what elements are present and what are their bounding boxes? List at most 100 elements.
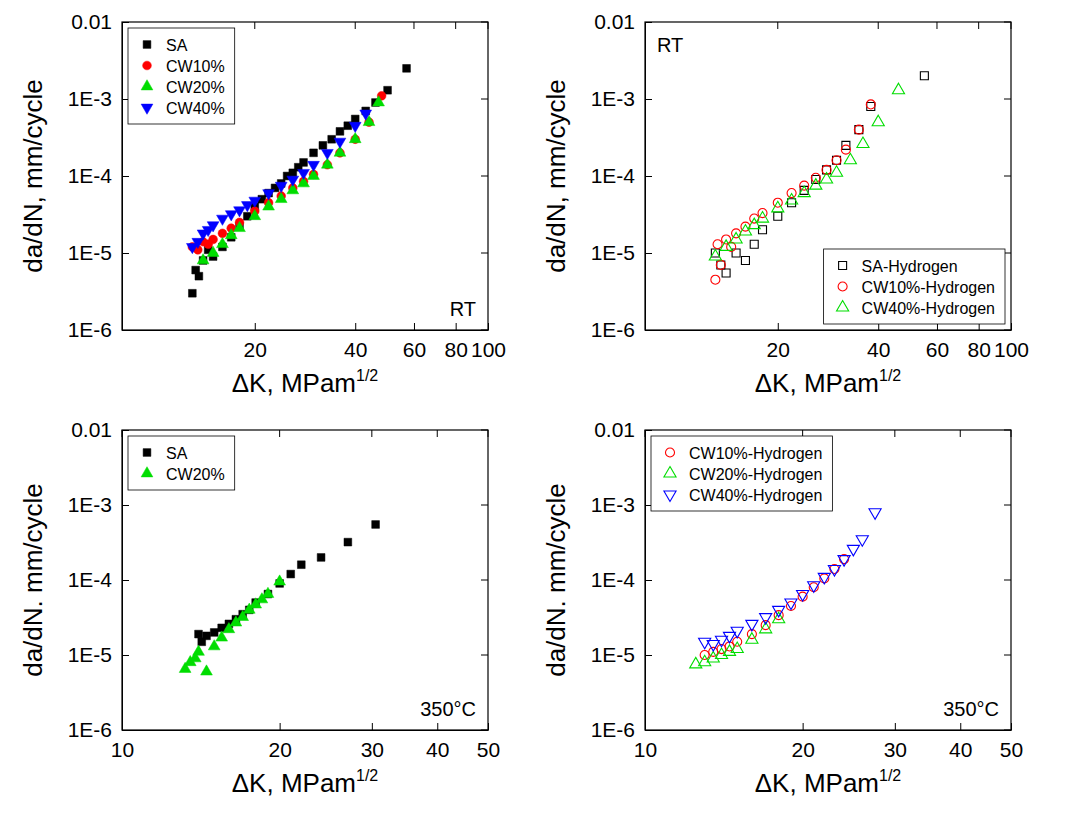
y-axis-title: da/dN. mm/cycle	[18, 483, 48, 677]
y-axis-title: da/dN. mm/cycle	[541, 483, 571, 677]
series	[700, 555, 848, 660]
y-axis: 1E-6 1E-5 1E-4 1E-3 0.01	[68, 10, 129, 341]
point	[715, 648, 727, 659]
y-tick: 1E-4	[591, 164, 652, 187]
point	[217, 215, 229, 225]
point	[741, 256, 749, 264]
legend: SA-HydrogenCW10%-HydrogenCW40%-Hydrogen	[824, 249, 1005, 324]
y-tick-label: 1E-4	[68, 164, 113, 187]
x-tick: 40	[426, 723, 449, 761]
point	[275, 182, 287, 192]
y-tick-label: 1E-3	[68, 87, 112, 110]
y-tick: 1E-3	[68, 87, 129, 110]
x-tick-mark	[255, 323, 256, 330]
y-tick-mark	[645, 655, 652, 656]
y-tick-mark-right	[481, 22, 488, 23]
y-tick-mark-right	[1004, 99, 1011, 100]
x-tick: 100	[471, 323, 506, 361]
point	[262, 587, 274, 597]
x-axis-title-text: ΔK, MPam	[232, 768, 356, 798]
y-tick: 1E-5	[591, 241, 652, 264]
point	[866, 100, 875, 109]
point	[234, 207, 246, 217]
y-tick: 1E-3	[68, 493, 129, 516]
point	[197, 254, 209, 264]
point	[723, 645, 735, 656]
point	[748, 218, 760, 229]
x-axis-title: ΔK, MPam1/2	[232, 767, 379, 798]
mirror-ticks	[778, 22, 1011, 330]
x-tick-mark	[895, 723, 896, 730]
y-tick: 0.01	[594, 418, 652, 441]
point	[372, 521, 380, 529]
point	[830, 166, 842, 177]
y-tick-label: 1E-4	[591, 164, 636, 187]
y-tick-label: 0.01	[71, 10, 112, 33]
y-tick-label: 1E-6	[68, 318, 112, 341]
point	[310, 149, 318, 157]
x-tick-mark	[456, 323, 457, 330]
y-tick-mark-right	[481, 655, 488, 656]
x-tick-mark-top	[488, 430, 489, 437]
legend-box	[824, 249, 1005, 324]
legend-marker	[839, 262, 847, 270]
y-tick-mark-right	[481, 330, 488, 331]
legend-label: SA	[166, 445, 188, 462]
plot-area	[179, 521, 379, 675]
point	[210, 629, 218, 637]
point	[892, 83, 904, 94]
y-tick: 1E-6	[68, 718, 129, 741]
point	[773, 606, 785, 617]
point	[317, 554, 325, 562]
point	[360, 110, 372, 120]
annotation: 350°C	[420, 698, 476, 720]
point	[193, 645, 205, 655]
y-tick-mark-right	[481, 730, 488, 731]
point	[746, 620, 758, 631]
x-tick: 50	[1000, 723, 1023, 761]
y-tick-label: 1E-5	[68, 241, 112, 264]
y-tick: 1E-6	[591, 318, 652, 341]
x-tick-mark	[488, 323, 489, 330]
x-tick-mark-top	[413, 22, 414, 29]
point	[746, 633, 758, 644]
point	[872, 115, 884, 126]
x-axis-title-superscript: 1/2	[356, 367, 378, 384]
y-tick-mark-right	[481, 176, 488, 177]
point	[760, 614, 772, 625]
x-tick-mark-top	[777, 22, 778, 29]
y-tick-label: 1E-3	[591, 87, 635, 110]
point	[225, 211, 237, 221]
legend-label: SA	[166, 37, 188, 54]
series	[195, 521, 380, 646]
point	[263, 200, 275, 210]
legend-box	[128, 28, 235, 124]
point	[344, 538, 352, 546]
point	[732, 249, 740, 257]
x-tick-mark-top	[960, 430, 961, 437]
legend-label: SA-Hydrogen	[862, 258, 958, 275]
x-tick-mark-top	[894, 430, 895, 437]
point	[731, 627, 743, 638]
y-tick-mark	[122, 730, 129, 731]
point	[711, 275, 720, 284]
legend: CW10%-HydrogenCW20%-HydrogenCW40%-Hydrog…	[651, 436, 832, 511]
x-tick-label: 60	[403, 338, 426, 361]
mirror-ticks	[122, 430, 488, 730]
point	[847, 545, 859, 556]
annotation: RT	[450, 298, 476, 320]
y-tick-mark-right	[1004, 730, 1011, 731]
x-tick-mark	[437, 723, 438, 730]
x-tick-mark	[1011, 323, 1012, 330]
y-tick-label: 1E-5	[591, 241, 635, 264]
x-tick: 30	[361, 723, 384, 761]
y-tick: 1E-5	[68, 643, 129, 666]
point	[857, 137, 869, 148]
x-tick-label: 80	[444, 338, 467, 361]
x-tick-mark-top	[978, 22, 979, 29]
x-tick: 20	[244, 323, 267, 361]
plot-frame	[645, 22, 1011, 330]
x-tick-label: 100	[471, 338, 506, 361]
y-tick: 1E-4	[68, 164, 129, 187]
x-tick-label: 20	[244, 338, 267, 361]
